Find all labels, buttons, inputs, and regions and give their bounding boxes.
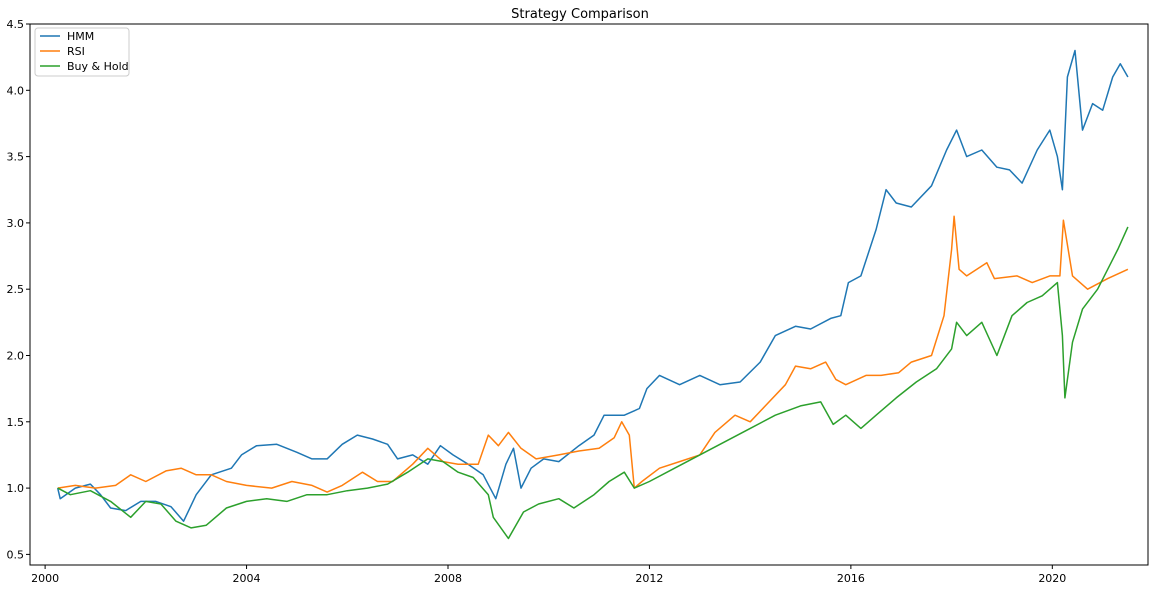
series-layer (56, 49, 1129, 540)
x-tick-label: 2008 (434, 572, 462, 585)
legend-label-1: RSI (67, 45, 85, 58)
legend-label-0: HMM (67, 30, 94, 43)
x-tick-label: 2004 (233, 572, 261, 585)
y-tick-label: 4.0 (7, 84, 25, 97)
x-tick-label: 2020 (1038, 572, 1066, 585)
y-axis: 0.5 1.0 1.5 2.0 2.5 3.0 3.5 4.0 4.5 (7, 18, 30, 561)
x-axis: 2000 2004 2008 2012 2016 2020 (31, 565, 1066, 585)
series-line-1 (57, 215, 1129, 493)
y-tick-label: 3.5 (7, 151, 25, 164)
x-tick-label: 2012 (635, 572, 663, 585)
y-tick-label: 2.5 (7, 283, 25, 296)
x-tick-label: 2016 (837, 572, 865, 585)
y-tick-label: 4.5 (7, 18, 25, 31)
legend-label-2: Buy & Hold (67, 60, 129, 73)
plot-frame (29, 23, 1149, 566)
y-tick-label: 3.0 (7, 217, 25, 230)
y-tick-label: 2.0 (7, 349, 25, 362)
legend-box (34, 27, 130, 77)
y-tick-label: 1.0 (7, 482, 25, 495)
chart-title: Strategy Comparison (511, 7, 649, 22)
y-tick-label: 1.5 (7, 416, 25, 429)
series-line-0 (56, 49, 1129, 522)
series-line-2 (57, 226, 1129, 540)
x-tick-label: 2000 (31, 572, 59, 585)
y-tick-label: 0.5 (7, 548, 25, 561)
legend: HMM RSI Buy & Hold (34, 27, 130, 77)
